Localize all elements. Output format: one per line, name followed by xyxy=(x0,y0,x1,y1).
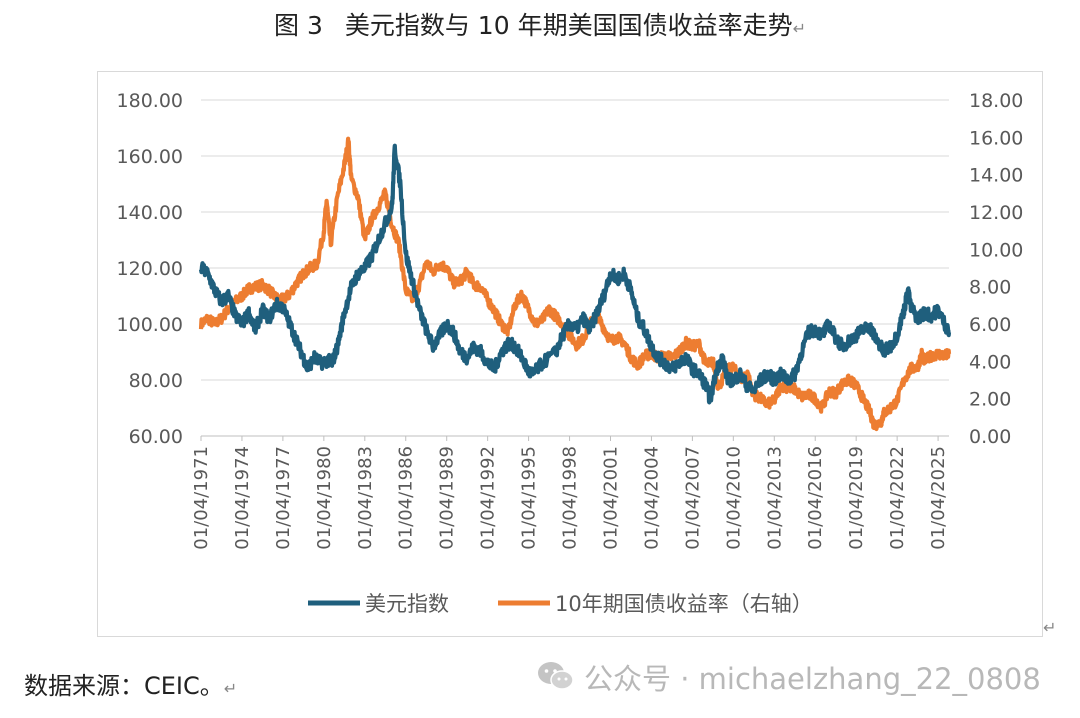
x-tick-label: 01/04/2016 xyxy=(805,446,826,550)
return-mark: ↵ xyxy=(1043,618,1057,637)
x-tick-label: 01/04/2022 xyxy=(887,446,908,550)
figure-title-text: 美元指数与 10 年期美国国债收益率走势 xyxy=(344,11,793,40)
watermark: 公众号 · michaelzhang_22_0808 xyxy=(536,656,1041,698)
x-tick-label: 01/04/1983 xyxy=(355,446,376,550)
data-source-text: 数据来源：CEIC。 xyxy=(24,672,224,700)
return-mark: ↵ xyxy=(792,19,806,38)
x-tick-label: 01/04/1974 xyxy=(232,446,253,550)
x-tick-label: 01/04/2001 xyxy=(600,446,621,550)
x-tick-label: 01/04/1989 xyxy=(437,446,458,550)
chart-svg: 60.00 80.00 100.00 120.00 140.00 160.00 180.00… xyxy=(117,90,1024,616)
y-left-tick-label: 100.00 xyxy=(117,314,183,336)
x-tick-label: 01/04/2025 xyxy=(928,446,949,550)
y-left-tick-label: 60.00 xyxy=(129,426,183,448)
x-tick-label: 01/04/2010 xyxy=(723,446,744,550)
legend-label-10y-yield: 10年期国债收益率（右轴） xyxy=(555,592,813,616)
x-tick-label: 01/04/1986 xyxy=(396,446,417,550)
x-tick-label: 01/04/1992 xyxy=(478,446,499,550)
y-left-tick-label: 160.00 xyxy=(117,146,183,168)
x-tick-label: 01/04/1995 xyxy=(519,446,540,550)
legend-label-usd-index: 美元指数 xyxy=(365,592,449,616)
x-tick-label: 01/04/1977 xyxy=(273,446,294,550)
x-tick-label: 01/04/2013 xyxy=(764,446,785,550)
figure-title: 图 3 美元指数与 10 年期美国国债收益率走势↵ xyxy=(0,6,1080,42)
y-right-tick-label: 0.00 xyxy=(969,426,1011,448)
x-tick-label: 01/04/2019 xyxy=(846,446,867,550)
data-source-note: 数据来源：CEIC。↵ xyxy=(24,666,237,701)
y-right-tick-label: 6.00 xyxy=(969,314,1011,336)
x-tick-label: 01/04/1980 xyxy=(314,446,335,550)
y-right-tick-label: 16.00 xyxy=(969,127,1023,149)
wechat-icon xyxy=(538,662,574,690)
y-right-tick-label: 12.00 xyxy=(969,202,1023,224)
y-right-tick-label: 2.00 xyxy=(969,389,1011,411)
y-right-tick-label: 14.00 xyxy=(969,165,1023,187)
y-right-tick-label: 4.00 xyxy=(969,351,1011,373)
return-mark: ↵ xyxy=(223,679,238,698)
x-tick-label: 01/04/2007 xyxy=(682,446,703,550)
y-left-tick-label: 120.00 xyxy=(117,258,183,280)
y-left-tick-label: 140.00 xyxy=(117,202,183,224)
y-left-tick-label: 180.00 xyxy=(117,90,183,112)
x-tick-label: 01/04/2004 xyxy=(641,446,662,550)
figure-number: 图 3 xyxy=(274,11,323,40)
y-right-tick-label: 18.00 xyxy=(969,90,1023,112)
series-line-10y-yield xyxy=(198,136,952,432)
x-tick-label: 01/04/1971 xyxy=(191,446,212,550)
series-line-usd-index xyxy=(198,143,952,405)
x-tick-label: 01/04/1998 xyxy=(560,446,581,550)
watermark-text: 公众号 · michaelzhang_22_0808 xyxy=(584,662,1041,696)
y-right-tick-label: 10.00 xyxy=(969,239,1023,261)
y-left-tick-label: 80.00 xyxy=(129,370,183,392)
chart-frame: 60.00 80.00 100.00 120.00 140.00 160.00 180.00… xyxy=(97,71,1043,637)
y-right-tick-label: 8.00 xyxy=(969,277,1011,299)
